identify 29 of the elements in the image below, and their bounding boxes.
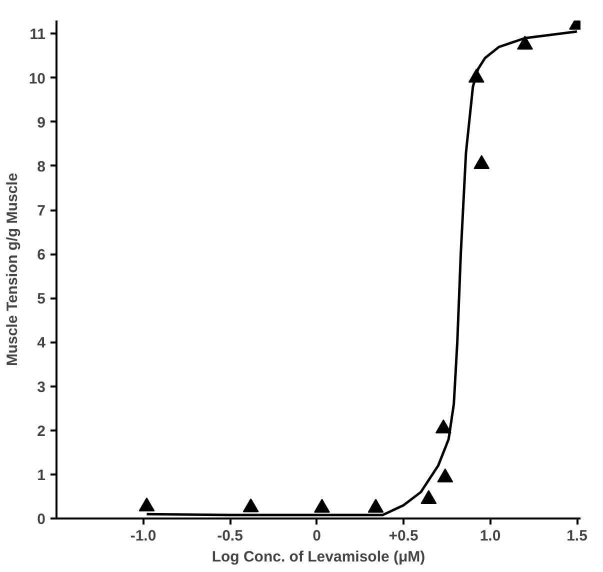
x-axis-title: Log Conc. of Levamisole (μM) [212,548,426,566]
y-tick-label: 6 [37,246,46,264]
point [314,498,330,513]
y-tick-label: 2 [37,422,46,440]
x-tick-label: 0 [312,528,321,544]
y-tick-label: 3 [37,378,46,396]
point [437,468,454,482]
y-axis-title: Muscle Tension g/g Muscle [4,172,21,366]
y-tick-label: 1 [37,466,46,484]
y-tick-label: 4 [37,334,46,352]
y-tick-label: 8 [37,158,46,176]
x-tick-label: -0.5 [217,528,243,544]
y-tick-label: 11 [30,26,46,44]
y-tick-label: 5 [37,290,46,308]
y-tick-label: 9 [37,114,46,132]
y-tick-label: 10 [28,70,46,88]
x-tick-label: +0.5 [388,528,418,544]
x-tick-label: 1.5 [566,528,588,544]
point [138,497,155,512]
x-tick-label: 1.0 [480,528,501,544]
y-tick-label: 0 [37,511,46,528]
point [516,36,533,50]
point [474,155,490,169]
y-tick-label: 7 [37,202,46,220]
point [435,419,452,434]
point [420,490,437,504]
x-tick-label: -1.0 [130,528,156,544]
point [368,498,384,513]
point [242,498,259,512]
